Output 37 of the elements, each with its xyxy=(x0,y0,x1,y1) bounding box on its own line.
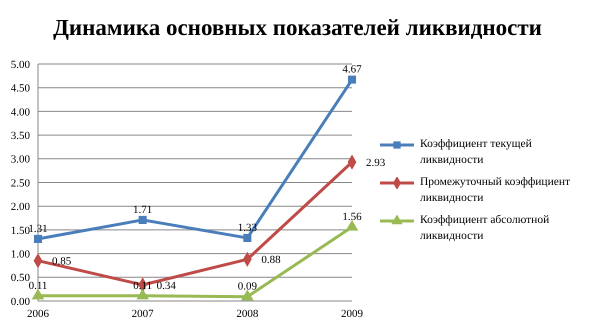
data-label: 0.11 xyxy=(28,280,48,292)
data-label: 4.67 xyxy=(342,64,362,76)
y-tick-label: 1.50 xyxy=(10,224,30,237)
x-tick-label: 2007 xyxy=(132,308,154,320)
legend-label: Промежуточный коэффициент ликвидности xyxy=(420,174,572,206)
point xyxy=(243,234,252,242)
data-label: 0.88 xyxy=(261,254,282,266)
y-tick-label: 3.00 xyxy=(10,154,30,166)
y-tick-label: 4.50 xyxy=(10,82,30,95)
point xyxy=(346,220,358,231)
data-label: 0.34 xyxy=(156,280,176,292)
y-tick-label: 5.00 xyxy=(10,58,30,71)
point xyxy=(241,290,254,300)
chart-title: Динамика основных показателей ликвидности xyxy=(52,14,543,42)
y-tick-label: 1.00 xyxy=(10,248,30,261)
y-tick-label: 0.00 xyxy=(10,296,30,308)
y-tick-label: 2.50 xyxy=(10,177,30,190)
data-label: 1.71 xyxy=(133,204,152,216)
point xyxy=(136,289,149,300)
data-label: 0.85 xyxy=(52,256,72,268)
y-tick-label: 3.50 xyxy=(10,130,30,142)
data-label: 1.56 xyxy=(342,211,362,224)
y-tick-label: 0.50 xyxy=(10,272,30,284)
y-tick-label: 4.00 xyxy=(10,106,30,118)
x-tick-label: 2009 xyxy=(341,308,364,320)
x-tick-label: 2008 xyxy=(236,308,259,320)
x-tick-label: 2006 xyxy=(27,308,50,320)
data-label: 0.09 xyxy=(238,280,258,293)
point xyxy=(138,216,147,224)
point xyxy=(34,234,42,243)
legend-label: Коэффициент текущей ликвидности xyxy=(420,136,533,168)
data-label: 1.31 xyxy=(28,222,48,235)
legend-label: Коэффициент абсолютной ликвидности xyxy=(420,212,550,244)
point xyxy=(32,289,44,300)
data-label: 2.93 xyxy=(366,157,386,170)
y-tick-label: 2.00 xyxy=(10,201,30,214)
point xyxy=(348,76,356,84)
